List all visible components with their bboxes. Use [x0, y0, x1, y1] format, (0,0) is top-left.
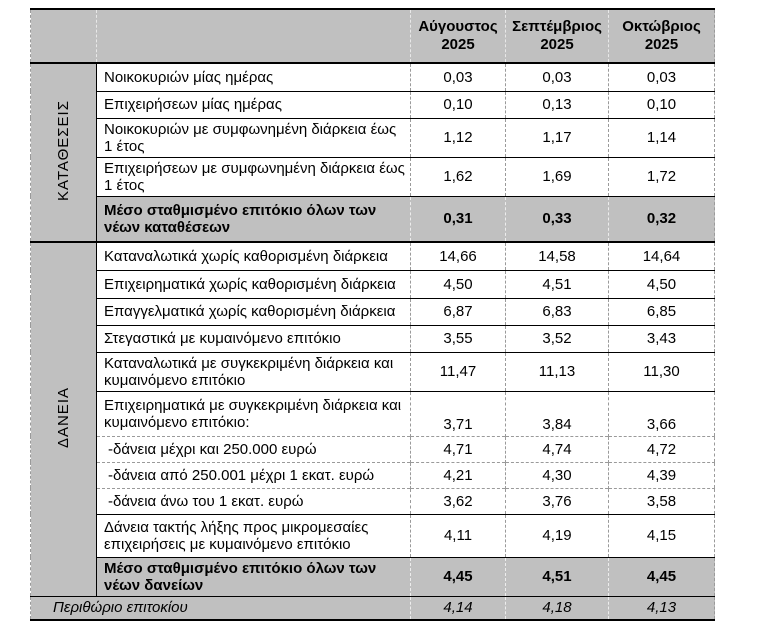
rate-value: 11,47 [410, 351, 506, 391]
rate-value: 0,32 [608, 195, 715, 242]
rate-value: 4,19 [505, 513, 609, 557]
rate-value: 0,03 [608, 62, 715, 91]
column-header-month: Σεπτέμβριος 2025 [505, 9, 609, 64]
rate-value: 11,13 [505, 351, 609, 391]
table-row: Δάνεια τακτής λήξης προς μικρομεσαίες επ… [31, 513, 715, 557]
margin-row: Περιθώριο επιτοκίου 4,14 4,18 4,13 [30, 595, 715, 620]
rate-value: 1,17 [505, 117, 609, 157]
rate-value: 0,13 [505, 90, 609, 118]
row-label: Περιθώριο επιτοκίου [30, 595, 411, 620]
rate-value: 1,14 [608, 117, 715, 157]
rate-value: 6,87 [410, 297, 506, 325]
rate-value: 4,51 [505, 269, 609, 298]
rate-value: 11,30 [608, 351, 715, 391]
rate-value: 4,13 [608, 595, 715, 620]
rate-value: 4,50 [410, 269, 506, 298]
table-row: Επιχειρηματικά χωρίς καθορισμένη διάρκει… [31, 269, 715, 298]
rate-value: 0,10 [410, 90, 506, 118]
table-row: Επαγγελματικά χωρίς καθορισμένη διάρκεια… [31, 297, 715, 325]
loans-summary-row: Μέσο σταθμισμένο επιτόκιο όλων των νέων … [31, 556, 715, 596]
table-row: ΔΑΝΕΙΑ Καταναλωτικά χωρίς καθορισμένη δι… [30, 241, 715, 596]
rate-value: 3,84 [505, 390, 609, 436]
rate-value: 0,10 [608, 90, 715, 118]
rate-value: 4,14 [410, 595, 506, 620]
row-label: Δάνεια τακτής λήξης προς μικρομεσαίες επ… [96, 513, 411, 557]
rate-value: 4,18 [505, 595, 609, 620]
table-subrow: -δάνεια από 250.001 μέχρι 1 εκατ. ευρώ 4… [31, 461, 715, 488]
rate-value: 4,45 [410, 556, 506, 596]
rate-value: 1,12 [410, 117, 506, 157]
rate-value: 14,64 [608, 241, 715, 270]
rate-value: 4,74 [505, 435, 609, 462]
rate-value: 0,03 [505, 62, 609, 91]
row-label: Επιχειρήσεων με συμφωνημένη διάρκεια έως… [96, 156, 411, 196]
rate-value: 4,50 [608, 269, 715, 298]
rate-value: 14,58 [505, 241, 609, 270]
rate-value: 0,33 [505, 195, 609, 242]
table-subrow: -δάνεια άνω του 1 εκατ. ευρώ 3,62 3,76 3… [31, 487, 715, 514]
column-header-month: Αύγουστος 2025 [410, 9, 506, 64]
rate-value: 4,71 [410, 435, 506, 462]
rate-value: 3,55 [410, 324, 506, 352]
rate-value: 6,83 [505, 297, 609, 325]
table-row: Καταναλωτικά με συγκεκριμένη διάρκεια κα… [31, 351, 715, 391]
row-label: Μέσο σταθμισμένο επιτόκιο όλων των νέων … [96, 556, 411, 596]
vertical-section-label: ΔΑΝΕΙΑ [55, 386, 72, 448]
rate-value: 3,52 [505, 324, 609, 352]
description-header-cell [96, 9, 411, 64]
rate-value: 3,76 [505, 487, 609, 514]
row-label: Επιχειρήσεων μίας ημέρας [96, 90, 411, 118]
loans-section-label: ΔΑΝΕΙΑ [30, 241, 97, 596]
table-row: Νοικοκυριών με συμφωνημένη διάρκεια έως … [31, 117, 715, 157]
rate-value: 3,66 [608, 390, 715, 436]
rate-value: 1,62 [410, 156, 506, 196]
row-label: Καταναλωτικά με συγκεκριμένη διάρκεια κα… [96, 351, 411, 391]
rate-value: 4,72 [608, 435, 715, 462]
row-label: Νοικοκυριών μίας ημέρας [96, 62, 411, 91]
row-label: Καταναλωτικά χωρίς καθορισμένη διάρκεια [96, 241, 411, 270]
corner-cell [30, 9, 97, 64]
rate-value: 4,15 [608, 513, 715, 557]
column-header-month: Οκτώβριος 2025 [608, 9, 715, 64]
vertical-section-label: ΚΑΤΑΘΕΣΕΙΣ [55, 99, 72, 202]
row-label: Επιχειρηματικά με συγκεκριμένη διάρκεια … [96, 390, 411, 436]
rate-value: 4,45 [608, 556, 715, 596]
rate-value: 14,66 [410, 241, 506, 270]
table-row: Στεγαστικά με κυμαινόμενο επιτόκιο 3,55 … [31, 324, 715, 352]
rate-value: 4,39 [608, 461, 715, 488]
rate-value: 6,85 [608, 297, 715, 325]
rate-value: 1,69 [505, 156, 609, 196]
rate-value: 3,62 [410, 487, 506, 514]
rate-value: 3,43 [608, 324, 715, 352]
row-label: Στεγαστικά με κυμαινόμενο επιτόκιο [96, 324, 411, 352]
row-label: Επαγγελματικά χωρίς καθορισμένη διάρκεια [96, 297, 411, 325]
rate-value: 3,71 [410, 390, 506, 436]
deposits-summary-row: Μέσο σταθμισμένο επιτόκιο όλων των νέων … [31, 195, 715, 242]
row-label: -δάνεια άνω του 1 εκατ. ευρώ [96, 487, 411, 514]
rate-value: 4,21 [410, 461, 506, 488]
row-label: Νοικοκυριών με συμφωνημένη διάρκεια έως … [96, 117, 411, 157]
table-row: ΚΑΤΑΘΕΣΕΙΣ Νοικοκυριών μίας ημέρας 0,03 … [30, 62, 715, 242]
interest-rates-table: Αύγουστος 2025 Σεπτέμβριος 2025 Οκτώβριο… [30, 8, 715, 621]
rate-value: 3,58 [608, 487, 715, 514]
row-label: Επιχειρηματικά χωρίς καθορισμένη διάρκει… [96, 269, 411, 298]
rate-value: 4,51 [505, 556, 609, 596]
rate-value: 1,72 [608, 156, 715, 196]
rate-value: 4,11 [410, 513, 506, 557]
table-row: Επιχειρήσεων μίας ημέρας 0,10 0,13 0,10 [31, 90, 715, 118]
table-subrow: -δάνεια μέχρι και 250.000 ευρώ 4,71 4,74… [31, 435, 715, 462]
row-label: -δάνεια μέχρι και 250.000 ευρώ [96, 435, 411, 462]
table-row: Επιχειρήσεων με συμφωνημένη διάρκεια έως… [31, 156, 715, 196]
row-label: -δάνεια από 250.001 μέχρι 1 εκατ. ευρώ [96, 461, 411, 488]
rate-value: 0,31 [410, 195, 506, 242]
row-label: Μέσο σταθμισμένο επιτόκιο όλων των νέων … [96, 195, 411, 242]
rate-value: 4,30 [505, 461, 609, 488]
header-row: Αύγουστος 2025 Σεπτέμβριος 2025 Οκτώβριο… [30, 9, 715, 64]
rate-value: 0,03 [410, 62, 506, 91]
deposits-section-label: ΚΑΤΑΘΕΣΕΙΣ [30, 62, 97, 242]
table-row: Επιχειρηματικά με συγκεκριμένη διάρκεια … [31, 390, 715, 436]
